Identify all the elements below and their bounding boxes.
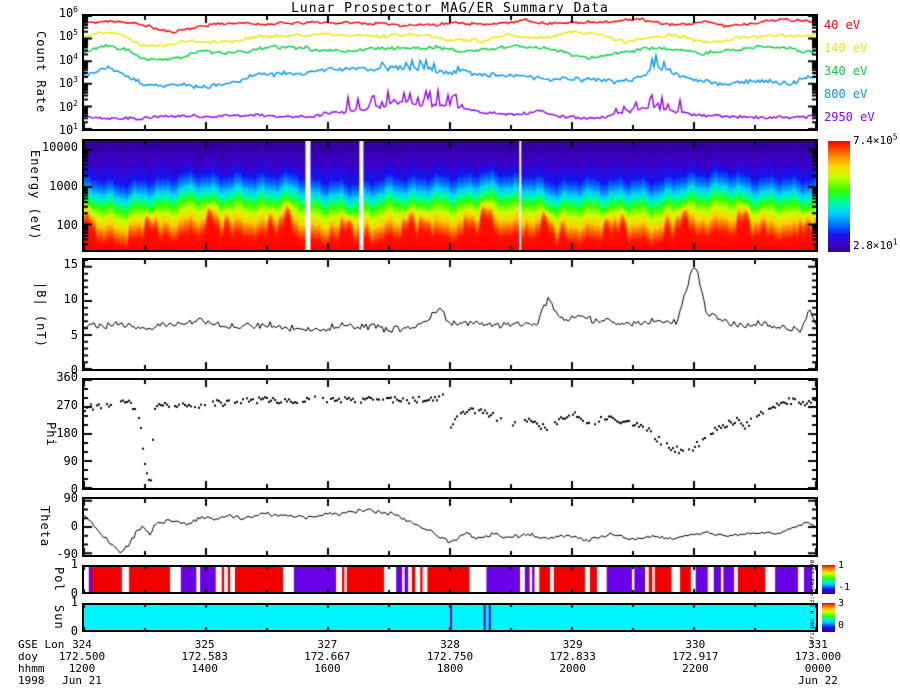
ytick-label-bmag: 0 <box>70 363 78 377</box>
xaxis-value: 1200 <box>68 662 96 675</box>
xaxis-value: 0000 <box>804 662 832 675</box>
phi-axis-label: Phi <box>44 421 58 447</box>
panel-phi <box>82 378 818 490</box>
xaxis-value: 172.917 <box>672 650 719 663</box>
colorbar-min-label: 2.8×101 <box>853 237 898 252</box>
xaxis-value: 173.000 <box>794 650 842 663</box>
xaxis-value: 172.667 <box>304 650 351 663</box>
sun-axis-label: Sun <box>52 605 66 630</box>
xaxis-value: Jun 22 <box>798 674 838 687</box>
xaxis-value: 2000 <box>559 662 586 675</box>
xaxis-value: 331 <box>808 638 828 651</box>
ytick-label-sun: 1 <box>70 595 78 609</box>
count-rate-axis-label: Count Rate <box>34 31 48 114</box>
count-rate-plot <box>84 16 816 129</box>
ytick-label-bmag: 5 <box>70 327 78 342</box>
ytick-label-pol: 1 <box>70 557 78 571</box>
theta-axis-label: Theta <box>38 506 52 548</box>
ytick-label-count_rate: 101 <box>58 122 78 137</box>
exponent: 2 <box>73 98 78 108</box>
ytick-label-count_rate: 105 <box>58 28 78 44</box>
xaxis-value: 1800 <box>436 662 464 675</box>
ytick-label-spectrogram: 100 <box>56 217 78 232</box>
panel-theta <box>82 497 818 557</box>
ytick-label-count_rate: 104 <box>58 51 78 67</box>
xaxis-value: 172.583 <box>181 650 228 663</box>
pol-axis-label: Pol <box>52 567 66 592</box>
xaxis-value: 324 <box>72 638 92 651</box>
ytick-label-count_rate: 102 <box>58 98 78 114</box>
legend-entry-340-ev: 340 eV <box>824 64 868 78</box>
colorbar-max-label: 7.4×105 <box>853 132 898 147</box>
ytick-label-count_rate: 106 <box>58 5 78 20</box>
ytick-label-phi: 90 <box>63 454 78 468</box>
ytick-label-theta: 0 <box>70 519 78 533</box>
energy-axis-label: Energy (eV) <box>28 150 42 241</box>
ytick-label-spectrogram: 1000 <box>49 178 78 193</box>
ytick-label-phi: 360 <box>56 370 78 384</box>
ytick-label-phi: 180 <box>56 426 78 440</box>
figure-title: Lunar Prospector MAG/ER Summary Data <box>291 1 609 16</box>
sun-colorbar-min-label: 0 <box>838 620 845 631</box>
xaxis-value: 1400 <box>191 662 218 675</box>
xaxis-value: 172.500 <box>58 650 106 663</box>
xaxis-row-label-doy: doy <box>18 650 38 663</box>
xaxis-value: 2200 <box>682 662 709 675</box>
panel-sun <box>82 603 818 632</box>
ytick-label-sun: 0 <box>70 624 78 638</box>
ytick-label-theta: 90 <box>63 490 78 505</box>
bmag-axis-label: |B| (nT) <box>34 281 48 348</box>
ytick-label-count_rate: 103 <box>58 75 78 91</box>
xaxis-value: 328 <box>440 638 460 651</box>
panel-count-rate <box>82 14 818 131</box>
sun-strip <box>84 605 816 630</box>
panel-spectrogram <box>82 139 818 252</box>
pol-colorbar-max-label: 1 <box>838 560 845 571</box>
ytick-label-theta: -90 <box>56 547 78 562</box>
panel-pol <box>82 565 818 594</box>
xaxis-value: 172.833 <box>549 650 596 663</box>
exponent: 5 <box>73 28 78 38</box>
xaxis-value: 1600 <box>314 662 341 675</box>
xaxis-row-label-gse-lon: GSE Lon <box>18 638 65 651</box>
pol-colorbar-min-label: -1 <box>838 582 851 593</box>
exponent: 3 <box>73 75 78 85</box>
ytick-label-bmag: 15 <box>63 257 78 272</box>
xaxis-value: 329 <box>562 638 583 651</box>
phi-plot <box>84 380 816 488</box>
theta-plot <box>84 499 816 555</box>
xaxis-row-label-1998: 1998 <box>18 674 45 687</box>
sun-colorbar-max-label: 3 <box>838 598 845 609</box>
ytick-label-phi: 0 <box>70 482 78 496</box>
pol-strip <box>84 567 816 592</box>
energy-spectrogram-plot <box>84 141 816 250</box>
xaxis-value: 325 <box>194 638 215 651</box>
exponent: 6 <box>73 5 78 14</box>
xaxis-value: 327 <box>317 638 338 651</box>
sun-colorbar <box>822 603 835 632</box>
legend-entry-800-ev: 800 eV <box>824 87 868 101</box>
exponent: 4 <box>73 51 78 61</box>
xaxis-row-label-hhmm: hhmm <box>18 662 45 675</box>
ytick-label-bmag: 10 <box>63 292 78 307</box>
spectrogram-colorbar <box>828 141 850 252</box>
creation-timestamp: Fri Dec 4 03:44:02 1998 <box>810 559 816 643</box>
xaxis-value: 330 <box>685 638 706 651</box>
xaxis-value: Jun 21 <box>62 674 102 687</box>
legend-entry-40-ev: 40 eV <box>824 18 861 32</box>
panel-bmag <box>82 258 818 371</box>
exponent: 5 <box>892 132 898 142</box>
pol-colorbar <box>822 565 835 594</box>
xaxis-value: 172.750 <box>426 650 474 663</box>
bmag-plot <box>84 260 816 369</box>
ytick-label-pol: 0 <box>70 586 78 600</box>
legend-entry-2950-ev: 2950 eV <box>824 110 875 124</box>
ytick-label-spectrogram: 10000 <box>41 139 78 154</box>
exponent: 1 <box>892 237 898 247</box>
exponent: 1 <box>73 122 78 131</box>
ytick-label-phi: 270 <box>56 398 78 412</box>
legend-entry-140-ev: 140 eV <box>824 41 868 55</box>
